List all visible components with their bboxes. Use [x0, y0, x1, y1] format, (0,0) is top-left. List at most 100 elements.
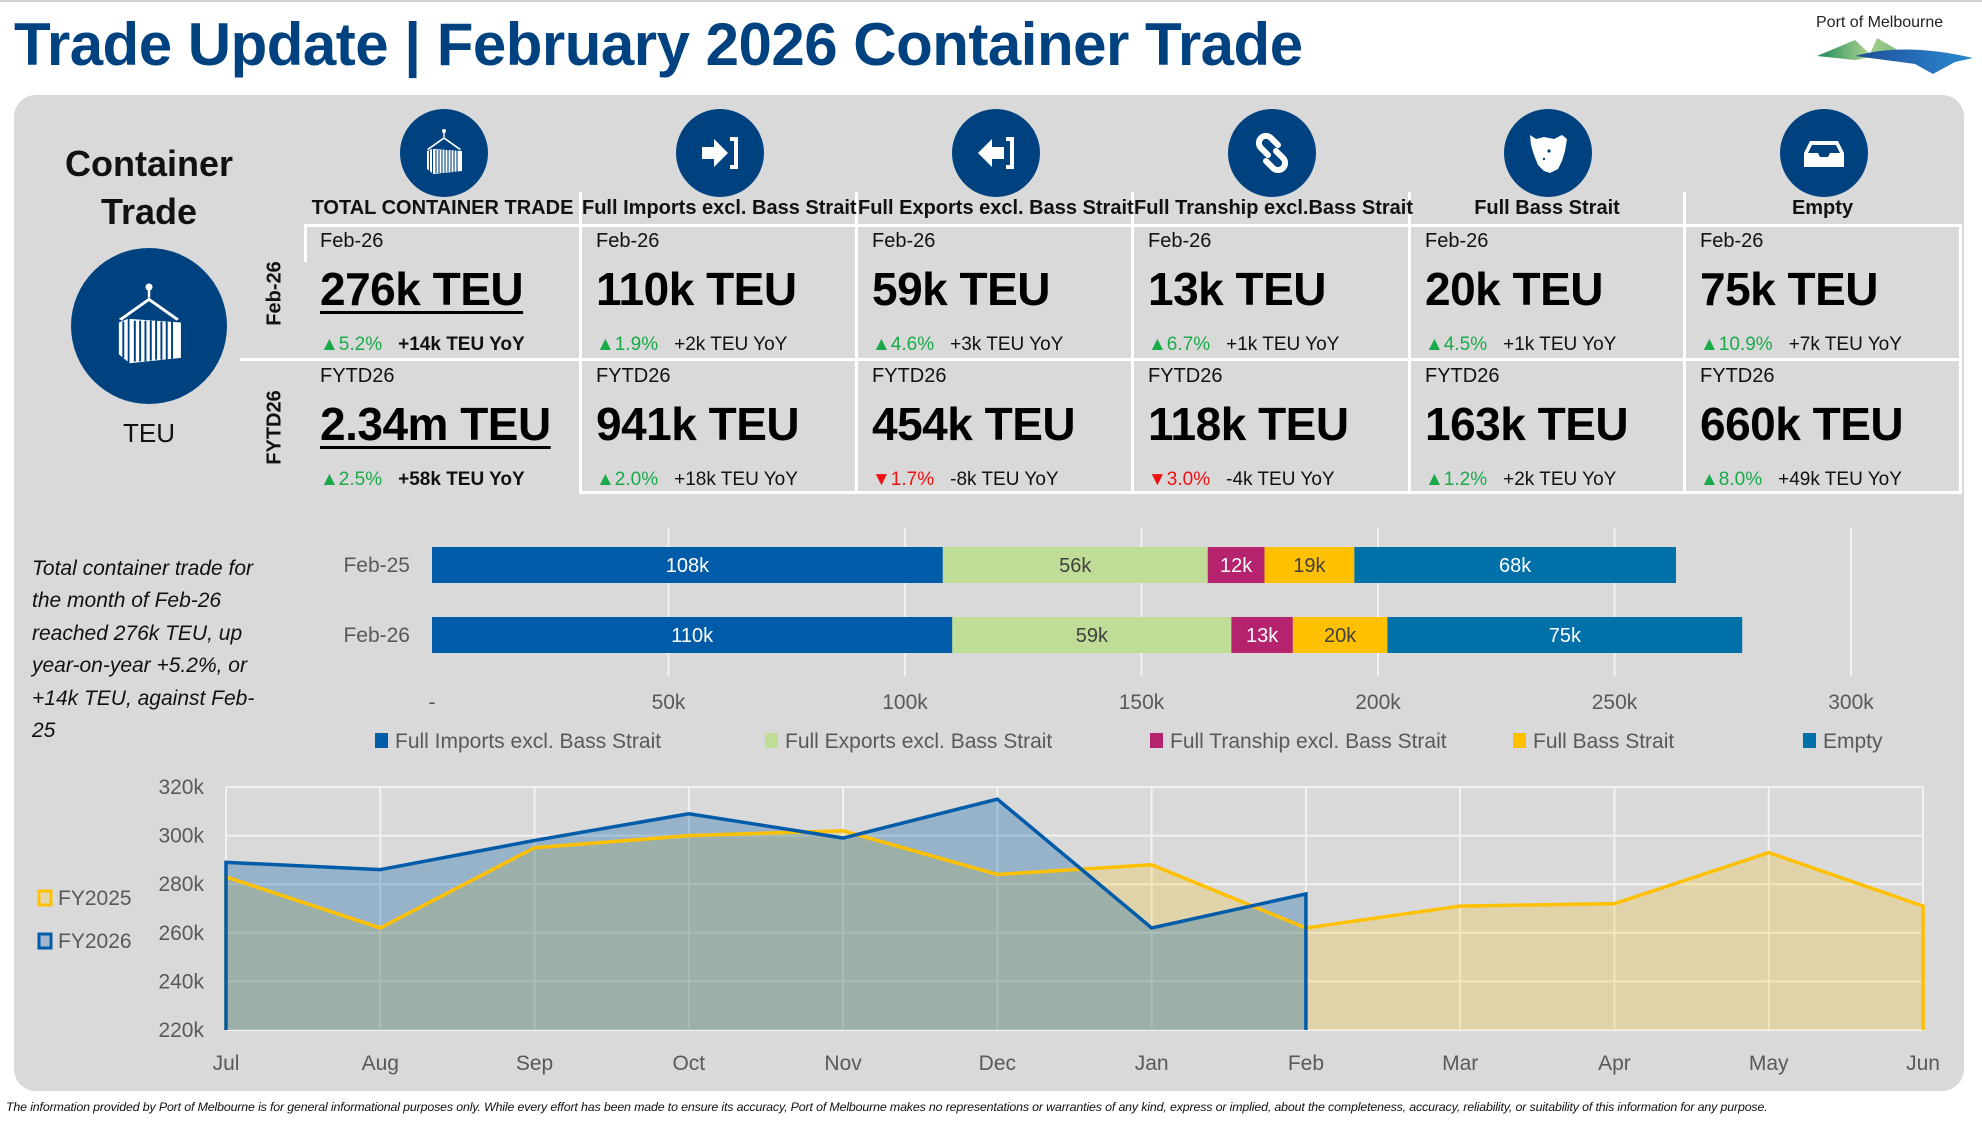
summary-text: Total container trade for the month of F…: [32, 557, 255, 743]
kpi-period: Feb-26: [320, 230, 384, 252]
series-line-fy2025: [224, 828, 1925, 1030]
category-label: Feb-26: [343, 624, 410, 647]
kpi-value: 110k TEU: [596, 263, 797, 315]
x-tick-label: 50k: [652, 691, 686, 714]
kpi-yoy: -4k TEU YoY: [1226, 469, 1335, 490]
area-fill-fy2025: [226, 830, 1923, 1030]
bar-segment: [1231, 617, 1293, 653]
legend-label: Empty: [1823, 730, 1883, 753]
kpi-yoy: +14k TEU YoY: [398, 334, 525, 355]
port-of-melbourne-logo: [1817, 38, 1973, 74]
trend-up-percent: ▲2.5%: [320, 469, 383, 490]
x-tick-label: 300k: [1828, 691, 1874, 714]
legend-swatch: [1803, 733, 1816, 748]
legend-label: Full Exports excl. Bass Strait: [785, 730, 1052, 753]
row-label-month: Feb-26: [263, 261, 286, 326]
trend-up-percent: ▲5.2%: [320, 334, 383, 355]
kpi-change: ▲4.5% +1k TEU YoY: [1425, 334, 1616, 356]
trend-up-percent: ▲1.9%: [596, 334, 659, 355]
legend-swatch: [765, 733, 778, 748]
kpi-yoy: +1k TEU YoY: [1503, 334, 1617, 355]
x-tick-label: Feb: [1288, 1052, 1324, 1075]
column-header-empty: Empty: [1791, 197, 1854, 219]
trend-up-percent: ▲2.0%: [596, 469, 659, 490]
x-tick-label: Jan: [1135, 1052, 1169, 1075]
kpi-period: FYTD26: [596, 365, 671, 387]
column-divider: [579, 192, 582, 493]
trend-up-percent: ▲8.0%: [1700, 469, 1763, 490]
x-tick-label: Dec: [979, 1052, 1016, 1075]
x-tick-label: May: [1749, 1052, 1789, 1075]
data-label: 68k: [1499, 555, 1532, 577]
legend-label: Full Tranship excl. Bass Strait: [1170, 730, 1447, 753]
x-tick-label: Jun: [1906, 1052, 1940, 1075]
kpi-change: ▲2.0% +18k TEU YoY: [596, 469, 798, 491]
x-tick-label: Apr: [1598, 1052, 1631, 1075]
import-arrow-icon: [676, 109, 764, 197]
data-label: 75k: [1549, 625, 1582, 647]
dashboard-panel: [14, 95, 1964, 1091]
x-tick-label: Sep: [516, 1052, 553, 1075]
kpi-change: ▼1.7% -8k TEU YoY: [872, 469, 1059, 491]
kpi-change: ▼3.0% -4k TEU YoY: [1148, 469, 1335, 491]
trend-down-percent: ▼3.0%: [1148, 469, 1211, 490]
unit-label: TEU: [123, 418, 175, 448]
legend-swatch: [37, 932, 53, 950]
top-border: [0, 0, 1982, 2]
kpi-period: FYTD26: [1700, 365, 1775, 387]
trend-down-percent: ▼1.7%: [872, 469, 935, 490]
column-header-tranship: Full Tranship excl.Bass Strait: [1134, 197, 1413, 219]
trend-up-percent: ▲1.2%: [1425, 469, 1488, 490]
kpi-yoy: +1k TEU YoY: [1226, 334, 1340, 355]
kpi-change: ▲4.6% +3k TEU YoY: [872, 334, 1063, 356]
legend-label: FY2025: [58, 887, 132, 910]
x-tick-label: 150k: [1119, 691, 1165, 714]
column-divider: [1408, 192, 1411, 493]
x-tick-label: Mar: [1442, 1052, 1478, 1075]
kpi-card-fytd: FYTD26 941k TEU ▲2.0% +18k TEU YoY: [582, 361, 852, 493]
column-header-total: TOTAL CONTAINER TRADE: [311, 197, 574, 219]
stacked-bar-chart: Feb-25 Feb-26 108k 56k 12k 19k 68k 110k 59k 13k 20…: [343, 528, 1883, 753]
kpi-card-fytd: FYTD26 660k TEU ▲8.0% +49k TEU YoY: [1686, 361, 1956, 493]
kpi-card-month: Feb-26 110k TEU ▲1.9% +2k TEU YoY: [582, 226, 852, 358]
kpi-yoy: +3k TEU YoY: [950, 334, 1064, 355]
kpi-card-fytd: FYTD26 118k TEU ▼3.0% -4k TEU YoY: [1134, 361, 1404, 493]
y-tick-label: 240k: [158, 970, 204, 993]
y-tick-label: 260k: [158, 922, 204, 945]
row-divider: [579, 491, 1962, 494]
kpi-period: FYTD26: [1425, 365, 1500, 387]
section-heading: Container Trade: [30, 140, 268, 236]
kpi-value: 118k TEU: [1148, 398, 1349, 450]
kpi-yoy: +2k TEU YoY: [674, 334, 788, 355]
legend-swatch: [1150, 733, 1163, 748]
bar-segment: [432, 547, 943, 583]
bar-segment: [952, 617, 1232, 653]
legend-swatch: [37, 889, 53, 907]
chain-link-icon: [1228, 109, 1316, 197]
x-tick-label: 200k: [1355, 691, 1401, 714]
kpi-value: 454k TEU: [872, 398, 1076, 450]
kpi-value: 20k TEU: [1425, 263, 1604, 315]
kpi-value: 2.34m TEU: [320, 398, 551, 450]
x-tick-label: 100k: [882, 691, 928, 714]
legend-label: FY2026: [58, 930, 132, 953]
kpi-period: Feb-26: [1148, 230, 1212, 252]
kpi-card-fytd: FYTD26 2.34m TEU ▲2.5% +58k TEU YoY: [306, 361, 576, 493]
kpi-change: ▲8.0% +49k TEU YoY: [1700, 469, 1902, 491]
kpi-change: ▲10.9% +7k TEU YoY: [1700, 334, 1902, 356]
area-fill-fy2026: [226, 799, 1306, 1030]
kpi-yoy: +2k TEU YoY: [1503, 469, 1617, 490]
kpi-yoy: +49k TEU YoY: [1778, 469, 1902, 490]
data-label: 20k: [1324, 625, 1357, 647]
data-label: 56k: [1059, 555, 1092, 577]
data-label: 13k: [1246, 625, 1279, 647]
kpi-card-month: Feb-26 59k TEU ▲4.6% +3k TEU YoY: [858, 226, 1128, 358]
row-divider: [304, 224, 1962, 227]
bar-segment: [1207, 547, 1265, 583]
kpi-period: FYTD26: [1148, 365, 1223, 387]
bar-segment: [1264, 547, 1355, 583]
bar-segment: [1387, 617, 1743, 653]
kpi-value: 59k TEU: [872, 263, 1051, 315]
y-tick-label: 320k: [158, 776, 204, 799]
kpi-change: ▲1.9% +2k TEU YoY: [596, 334, 787, 356]
